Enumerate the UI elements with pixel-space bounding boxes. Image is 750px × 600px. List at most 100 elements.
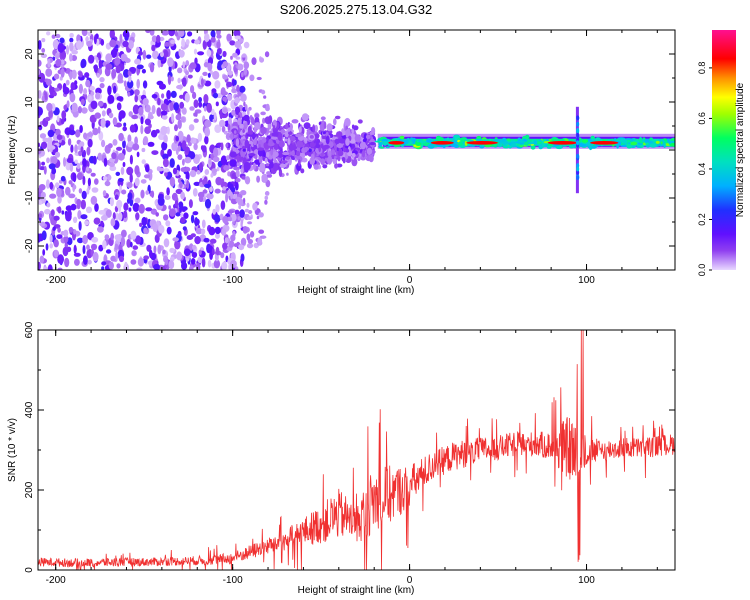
- spectrogram-blob: [240, 156, 244, 161]
- spectrogram-blob: [118, 255, 125, 263]
- spectrogram-blob: [115, 122, 122, 128]
- spectrogram-blob: [175, 114, 182, 121]
- spectrogram-blob: [464, 140, 468, 146]
- colorbar-label: Normalized spectral amplitude: [735, 82, 746, 217]
- spectrogram-blob: [144, 118, 151, 126]
- spectrogram-blob: [331, 149, 336, 156]
- spectrogram-blob: [239, 123, 244, 129]
- figure-title: S206.2025.275.13.04.G32: [280, 2, 433, 17]
- spectrogram-blob: [174, 239, 181, 250]
- spectrogram-blob: [323, 144, 330, 149]
- spectrogram-blob: [191, 251, 198, 258]
- spectrogram-blob: [169, 176, 176, 187]
- spectrogram-blob: [291, 119, 299, 124]
- spectrogram-blob: [176, 84, 184, 90]
- spectrogram-blob: [97, 126, 101, 134]
- spectrogram-blob: [351, 157, 358, 167]
- snr-ytick-label: 400: [24, 401, 35, 418]
- colorbar-tick-label: 0.4: [697, 163, 707, 176]
- spectrogram-blob: [215, 246, 220, 256]
- spectrogram-blob: [105, 63, 113, 70]
- spectrogram-blob: [78, 71, 83, 78]
- spectrogram-blob: [94, 203, 99, 212]
- spectrogram-blob: [70, 82, 76, 91]
- spectrogram-blob: [184, 146, 190, 153]
- spectrogram-blob: [381, 138, 389, 143]
- spectrogram-blob: [163, 49, 169, 59]
- spectrogram-blob: [71, 55, 78, 61]
- spectrogram-blob: [55, 52, 60, 60]
- spectrogram-blob: [222, 242, 228, 250]
- spectrogram-blob: [244, 208, 249, 213]
- spectrogram-blob: [181, 206, 188, 212]
- spectrogram-blob: [222, 74, 229, 80]
- spectrogram-blob: [204, 127, 211, 137]
- spectrogram-blob: [227, 189, 232, 196]
- spectrogram-blob: [38, 142, 41, 148]
- spectrogram-blob: [576, 132, 580, 138]
- spectrogram-blob: [189, 170, 197, 178]
- spectrogram-blob: [127, 141, 134, 148]
- spectrogram-blob: [86, 146, 91, 156]
- spectrogram-blob: [579, 143, 587, 147]
- spectrogram-blob: [182, 226, 187, 231]
- spectrogram-blob: [243, 161, 251, 171]
- spectrogram-blob: [100, 117, 106, 128]
- spectrogram-blob: [261, 173, 269, 183]
- spectrogram-blob: [492, 139, 501, 142]
- spectrogram-blob: [153, 264, 160, 270]
- spectrogram-blob: [237, 63, 244, 71]
- spectrogram-blob: [215, 232, 220, 239]
- spectrogram-blob: [177, 230, 182, 237]
- spectrogram-blob: [44, 208, 51, 215]
- spectrogram-blob: [220, 200, 226, 210]
- spectrogram-blob: [239, 85, 246, 93]
- spectrogram-peak: [430, 141, 454, 145]
- spectrogram-blob: [256, 175, 260, 183]
- spectrogram-blob: [192, 211, 199, 216]
- spectrogram-blob: [101, 266, 105, 270]
- spectrogram-blob: [233, 243, 239, 248]
- spectrogram-blob: [230, 260, 237, 268]
- spectrogram-blob: [168, 208, 176, 217]
- spectrogram-blob: [252, 162, 256, 171]
- snr-ytick-label: 200: [24, 481, 35, 498]
- spectrogram-blob: [334, 138, 340, 144]
- spectrogram-blob: [83, 255, 88, 265]
- spectrogram-blob: [107, 85, 112, 96]
- spectrogram-blob: [337, 150, 344, 157]
- spectrogram-blob: [427, 143, 436, 149]
- spectrogram-blob: [254, 113, 260, 118]
- spectrogram-blob: [73, 244, 77, 254]
- spectrogram-blob: [122, 162, 126, 167]
- spectrogram-blob: [616, 143, 619, 149]
- spectrogram-blob: [62, 86, 70, 95]
- spectrogram-blob: [93, 217, 101, 225]
- spectrogram-blob: [204, 198, 212, 209]
- spectrogram-blob: [148, 171, 153, 181]
- spectrogram-blob: [187, 74, 193, 79]
- spectrogram-blob: [119, 184, 122, 194]
- spectrogram-blob: [234, 35, 241, 40]
- spectrogram-blob: [56, 234, 63, 240]
- spectrogram-blob: [378, 141, 383, 146]
- spectrogram-blob: [336, 143, 344, 149]
- spectrogram-blob: [258, 212, 264, 218]
- spectrogram-blob: [230, 55, 233, 60]
- spectrogram-blob: [277, 132, 283, 142]
- spectrogram-blob: [94, 178, 99, 185]
- spectrogram-blob: [219, 109, 223, 120]
- spectrogram-blob: [405, 138, 409, 144]
- spectrogram-blob: [152, 50, 159, 60]
- spectrogram-blob: [129, 124, 136, 133]
- spectrogram-blob: [200, 78, 204, 86]
- spectrogram-blob: [202, 189, 208, 194]
- spectrogram-blob: [460, 137, 467, 140]
- spectrogram-blob: [242, 129, 245, 133]
- spectrogram-blob: [134, 58, 141, 65]
- spectrogram-blob: [161, 30, 169, 36]
- spectrogram-blob: [38, 160, 41, 170]
- spectrogram-blob: [257, 237, 263, 246]
- spectrogram-blob: [141, 216, 147, 227]
- spectrogram-blob: [141, 147, 146, 153]
